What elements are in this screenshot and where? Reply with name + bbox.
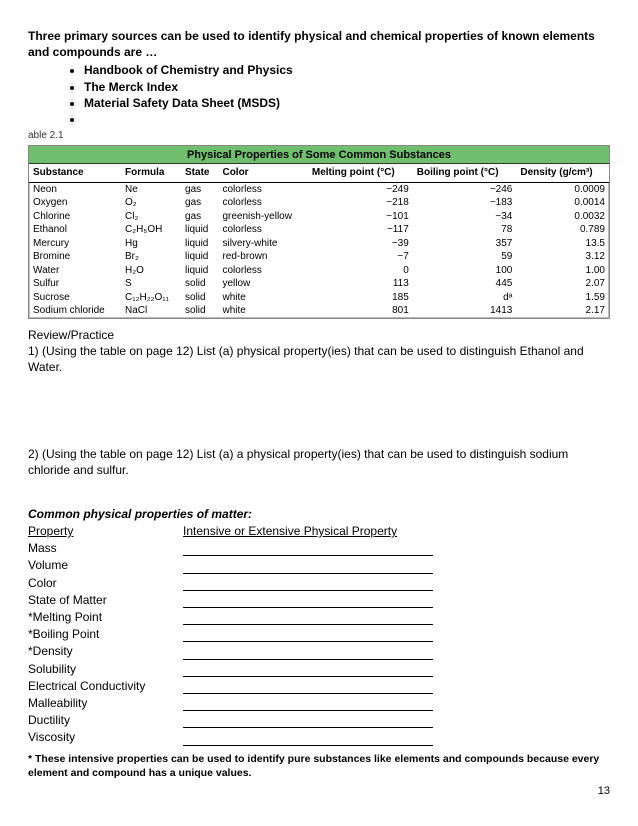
property-blank (183, 698, 433, 711)
property-label: Ductility (28, 712, 183, 728)
table-body: NeonNegascolorless−249−2460.0009OxygenO₂… (29, 182, 609, 318)
property-label: *Boiling Point (28, 626, 183, 642)
property-label: Color (28, 575, 183, 591)
property-row: *Boiling Point (28, 626, 610, 642)
question-2: 2) (Using the table on page 12) List (a)… (28, 446, 610, 478)
source-item (84, 111, 610, 127)
property-blank (183, 629, 433, 642)
property-blank (183, 715, 433, 728)
source-item: Handbook of Chemistry and Physics (84, 62, 610, 78)
property-label: State of Matter (28, 592, 183, 608)
property-blank (183, 612, 433, 625)
property-label: *Melting Point (28, 609, 183, 625)
source-item: The Merck Index (84, 79, 610, 95)
column-header: State (181, 164, 218, 182)
property-column-header: Property (28, 523, 183, 539)
property-label: Malleability (28, 695, 183, 711)
property-row: *Melting Point (28, 609, 610, 625)
table-row: SulfurSsolidyellow1134452.07 (29, 277, 609, 291)
source-item: Material Safety Data Sheet (MSDS) (84, 95, 610, 111)
column-header: Density (g/cm³) (516, 164, 609, 182)
table-row: OxygenO₂gascolorless−218−1830.0014 (29, 196, 609, 210)
property-row: Ductility (28, 712, 610, 728)
property-row: Volume (28, 557, 610, 573)
footnote: * These intensive properties can be used… (28, 752, 610, 780)
common-properties-heading: Common physical properties of matter: (28, 506, 610, 522)
type-column-header: Intensive or Extensive Physical Property (183, 523, 433, 539)
column-header: Color (218, 164, 307, 182)
table-row: MercuryHgliquidsilvery-white−3935713.5 (29, 237, 609, 251)
property-blank (183, 647, 433, 660)
property-row: Electrical Conductivity (28, 678, 610, 694)
property-row: Malleability (28, 695, 610, 711)
sources-list: Handbook of Chemistry and PhysicsThe Mer… (84, 62, 610, 127)
table-caption: able 2.1 (28, 129, 610, 143)
table-row: BromineBr₂liquidred-brown−7593.12 (29, 250, 609, 264)
property-row: State of Matter (28, 592, 610, 608)
property-label: *Density (28, 643, 183, 659)
property-blank (183, 681, 433, 694)
property-row: Viscosity (28, 729, 610, 745)
property-label: Volume (28, 557, 183, 573)
property-blank (183, 543, 433, 556)
property-row: *Density (28, 643, 610, 659)
property-row: Solubility (28, 661, 610, 677)
column-header: Formula (121, 164, 181, 182)
property-label: Viscosity (28, 729, 183, 745)
property-blank (183, 733, 433, 746)
question-1: 1) (Using the table on page 12) List (a)… (28, 343, 610, 375)
column-header: Substance (29, 164, 121, 182)
property-label: Mass (28, 540, 183, 556)
table-title: Physical Properties of Some Common Subst… (29, 146, 609, 165)
review-heading: Review/Practice (28, 327, 610, 343)
properties-list: MassVolume ColorState of Matter*Melting P… (28, 540, 610, 745)
column-header: Melting point (°C) (308, 164, 413, 182)
table-header-row: SubstanceFormulaStateColorMelting point … (29, 164, 609, 182)
table-row: ChlorineCl₂gasgreenish-yellow−101−340.00… (29, 210, 609, 224)
property-row: Color (28, 575, 610, 591)
property-blank (183, 578, 433, 591)
property-blank (183, 595, 433, 608)
property-label: Solubility (28, 661, 183, 677)
table-row: EthanolC₂H₅OHliquidcolorless−117780.789 (29, 223, 609, 237)
intro-text: Three primary sources can be used to ide… (28, 28, 610, 60)
table-row: Sodium chlorideNaClsolidwhite80114132.17 (29, 304, 609, 318)
property-blank (183, 664, 433, 677)
property-blank (183, 561, 433, 574)
physical-properties-table: Physical Properties of Some Common Subst… (28, 145, 610, 319)
table-row: SucroseC₁₂H₂₂O₁₁solidwhite185dᵃ1.59 (29, 291, 609, 305)
table-row: NeonNegascolorless−249−2460.0009 (29, 182, 609, 196)
page-number: 13 (28, 784, 610, 799)
table-row: WaterH₂Oliquidcolorless01001.00 (29, 264, 609, 278)
property-label: Electrical Conductivity (28, 678, 183, 694)
property-row: Mass (28, 540, 610, 556)
column-header: Boiling point (°C) (413, 164, 517, 182)
